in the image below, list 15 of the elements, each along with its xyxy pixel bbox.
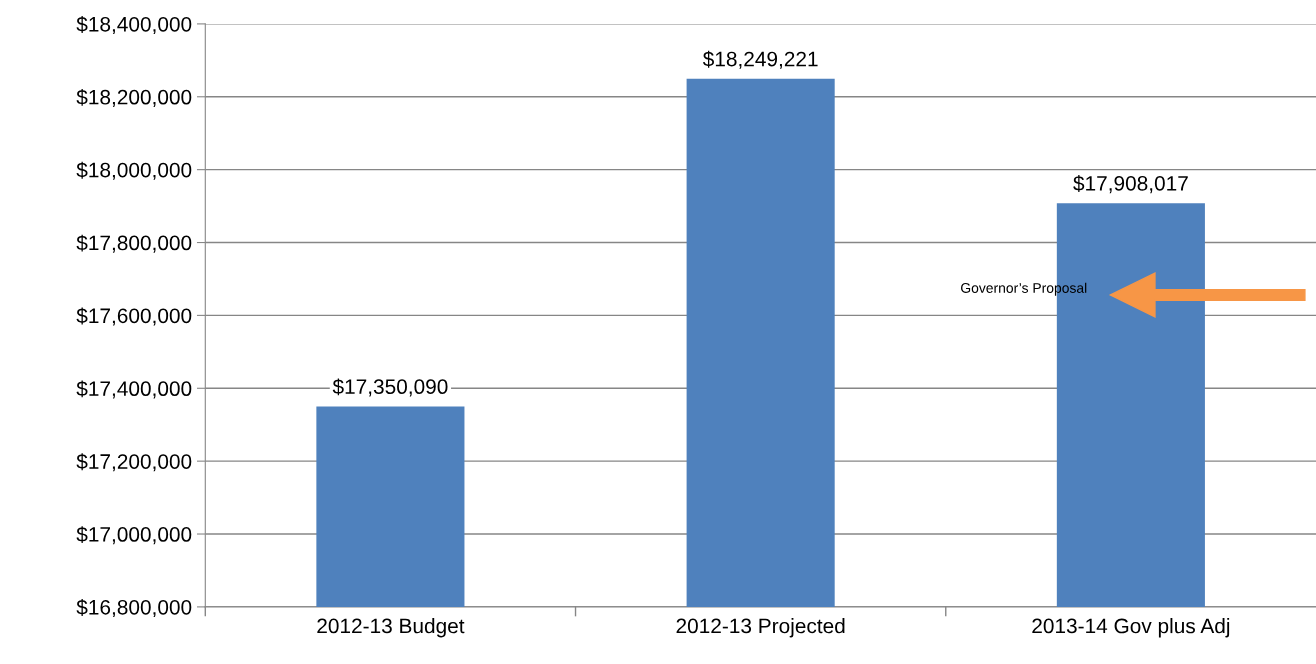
- x-tick-label: 2012-13 Projected: [676, 618, 845, 638]
- y-tick-label: $18,000,000: [76, 161, 192, 180]
- data-label: $18,249,221: [702, 50, 818, 69]
- y-tick-label: $18,400,000: [76, 16, 192, 35]
- y-tick-label: $17,000,000: [76, 526, 192, 545]
- x-tick-label: 2013-14 Gov plus Adj: [1032, 618, 1230, 638]
- x-tick-label: 2012-13 Budget: [317, 618, 465, 638]
- y-tick-label: $16,800,000: [76, 599, 192, 618]
- data-label: $17,908,017: [1073, 175, 1188, 194]
- y-tick-label: $17,200,000: [76, 453, 192, 472]
- data-label: $17,350,090: [332, 378, 448, 397]
- y-tick-label: $17,600,000: [76, 307, 192, 326]
- y-tick-label: $18,200,000: [76, 88, 192, 107]
- y-tick-label: $17,400,000: [76, 380, 192, 399]
- y-tick-label: $17,800,000: [76, 234, 192, 253]
